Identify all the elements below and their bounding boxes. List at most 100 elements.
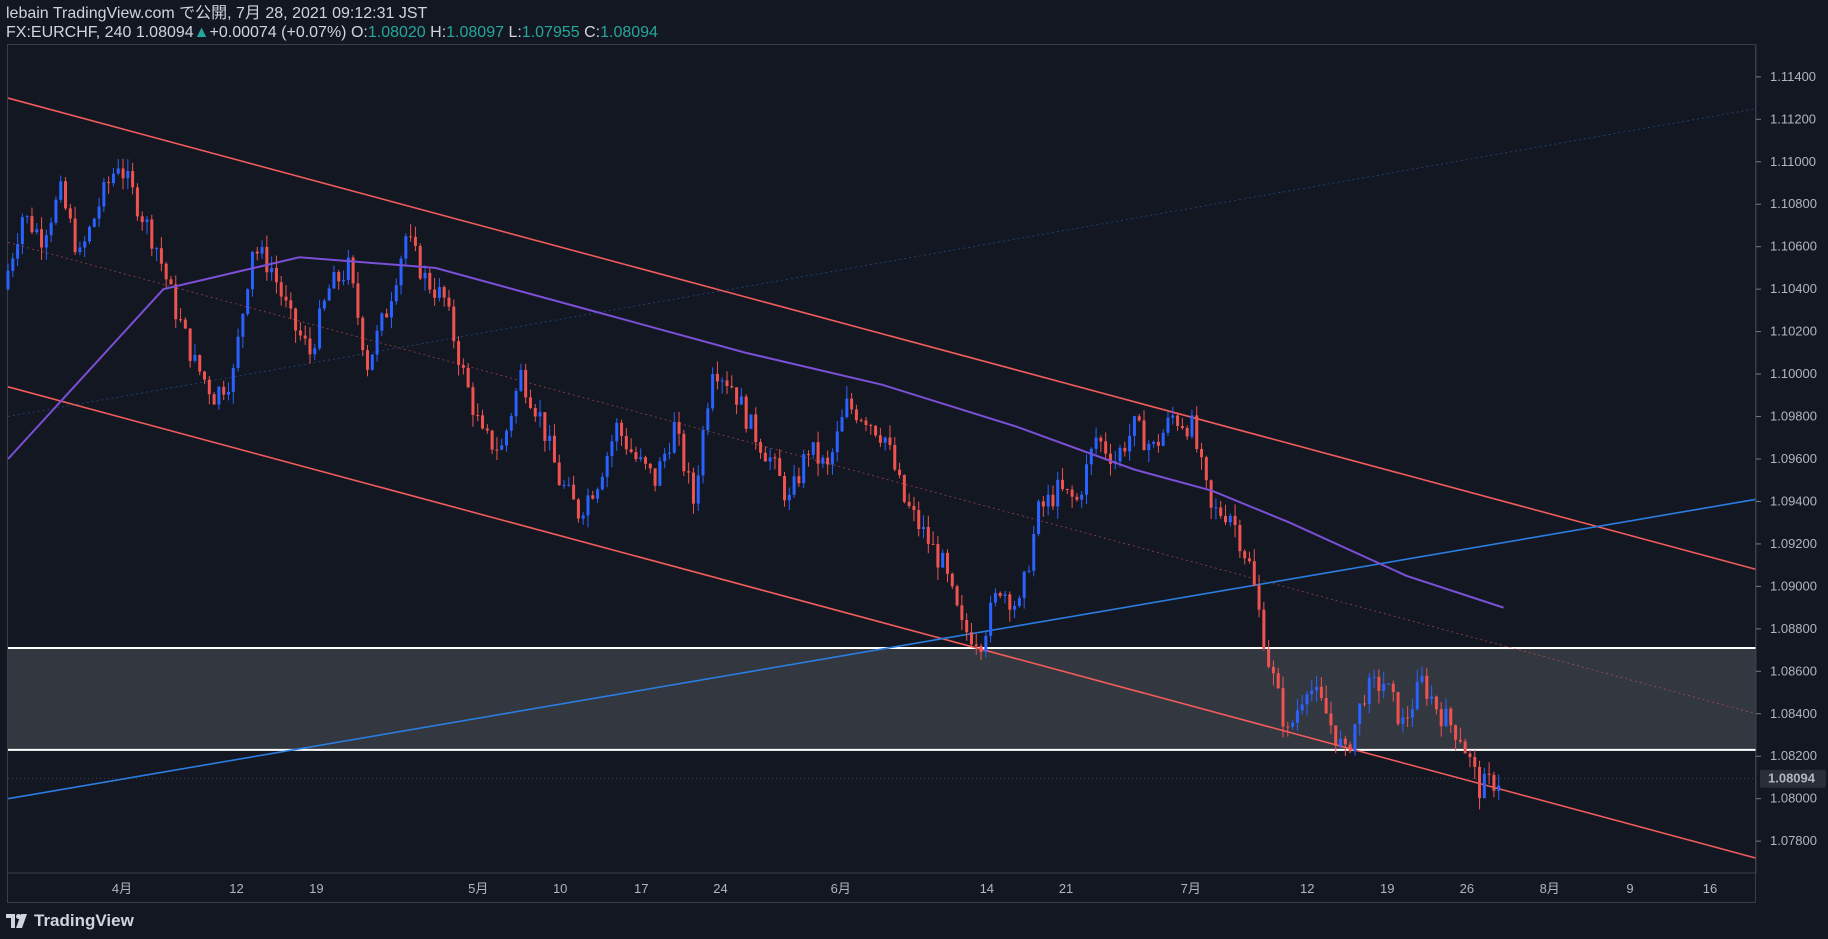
channel-lower [7, 386, 1757, 859]
candle-body [83, 241, 87, 248]
candle-body [1056, 479, 1060, 507]
candle-body [648, 463, 652, 469]
high-value: 1.08097 [446, 24, 504, 41]
candle-body [696, 475, 700, 504]
candle-body [1449, 708, 1453, 726]
candle-body [121, 168, 125, 179]
candle-body [797, 476, 801, 484]
price-tick-label: 1.10600 [1770, 239, 1817, 254]
candle-body [97, 206, 101, 219]
candle-body [1406, 717, 1410, 719]
candle-body [457, 341, 461, 366]
candle-body [538, 412, 542, 417]
time-tick-label: 5月 [468, 881, 488, 896]
price-tick-label: 1.08600 [1770, 663, 1817, 678]
candle-body [1348, 744, 1352, 752]
publish-info: lebain TradingView.com で公開, 7月 28, 2021 … [6, 5, 428, 22]
close-value: 1.08094 [600, 24, 658, 41]
candle-body [485, 428, 489, 431]
candle-body [667, 452, 671, 454]
candle-body [586, 495, 590, 516]
candle-body [1099, 437, 1103, 442]
candle-body [399, 258, 403, 286]
candle-body [969, 632, 973, 645]
candle-body [107, 182, 111, 184]
candle-body [701, 430, 705, 476]
candle-body [11, 258, 15, 271]
candle-body [322, 300, 326, 309]
candle-body [1343, 738, 1347, 745]
candle-body [212, 394, 216, 405]
high-label: H: [430, 24, 447, 41]
candle-body [610, 441, 614, 456]
time-tick-label: 8月 [1540, 881, 1560, 896]
candle-body [1382, 683, 1386, 691]
time-tick-label: 26 [1460, 881, 1474, 896]
candle-body [663, 453, 667, 462]
candle-body [447, 297, 451, 307]
candle-body [572, 484, 576, 500]
candle-body [965, 620, 969, 633]
candle-body [1353, 724, 1357, 752]
price-tick-label: 1.11400 [1770, 69, 1816, 84]
candle-body [92, 218, 96, 227]
candle-body [730, 386, 734, 388]
candle-body [749, 414, 753, 429]
candle-body [1262, 609, 1266, 649]
candle-body [193, 355, 197, 361]
candle-body [821, 457, 825, 464]
candle-body [140, 216, 144, 223]
candle-body [869, 425, 873, 427]
candle-body [859, 420, 863, 422]
price-tick-label: 1.08400 [1770, 706, 1817, 721]
candle-body [1300, 704, 1304, 711]
candle-body [1075, 496, 1079, 500]
candle-body [1190, 415, 1194, 437]
candle-body [461, 365, 465, 368]
channel-upper [7, 97, 1757, 571]
candle-body [1267, 648, 1271, 667]
candle-body [1454, 725, 1458, 740]
candle-body [279, 282, 283, 297]
candle-body [816, 442, 820, 464]
candle-body [811, 442, 815, 455]
low-label: L: [508, 24, 522, 41]
candle-body [1022, 571, 1026, 599]
candle-body [1176, 415, 1180, 426]
candle-body [505, 430, 509, 446]
candle-body [1315, 686, 1319, 691]
candle-body [806, 454, 810, 456]
candle-body [198, 355, 202, 372]
candle-body [715, 373, 719, 382]
candle-body [1295, 710, 1299, 723]
candle-body [1367, 677, 1371, 705]
candle-body [1257, 585, 1261, 610]
open-label: O: [350, 24, 368, 41]
candle-body [409, 236, 413, 238]
candle-body [35, 229, 39, 233]
price-tick-label: 1.11200 [1770, 111, 1816, 126]
time-tick-label: 9 [1626, 881, 1633, 896]
time-tick-label: 6月 [831, 881, 851, 896]
candle-body [634, 452, 638, 460]
candle-body [543, 412, 547, 441]
candle-body [974, 644, 978, 647]
candle-body [49, 222, 53, 236]
candle-body [1032, 533, 1036, 571]
candle-body [442, 287, 446, 298]
candle-body [466, 367, 470, 388]
time-tick-label: 12 [229, 881, 243, 896]
candle-body [1468, 753, 1472, 757]
candle-body [385, 313, 389, 318]
candle-body [59, 181, 63, 200]
candle-body [246, 289, 250, 314]
time-tick-label: 24 [713, 881, 727, 896]
time-tick-label: 21 [1059, 881, 1073, 896]
candle-body [907, 501, 911, 506]
candle-body [298, 330, 302, 336]
time-tick-label: 7月 [1181, 881, 1201, 896]
candle-body [265, 246, 269, 273]
candle-body [1200, 449, 1204, 458]
change-arrow-icon: ▲ [193, 24, 210, 41]
